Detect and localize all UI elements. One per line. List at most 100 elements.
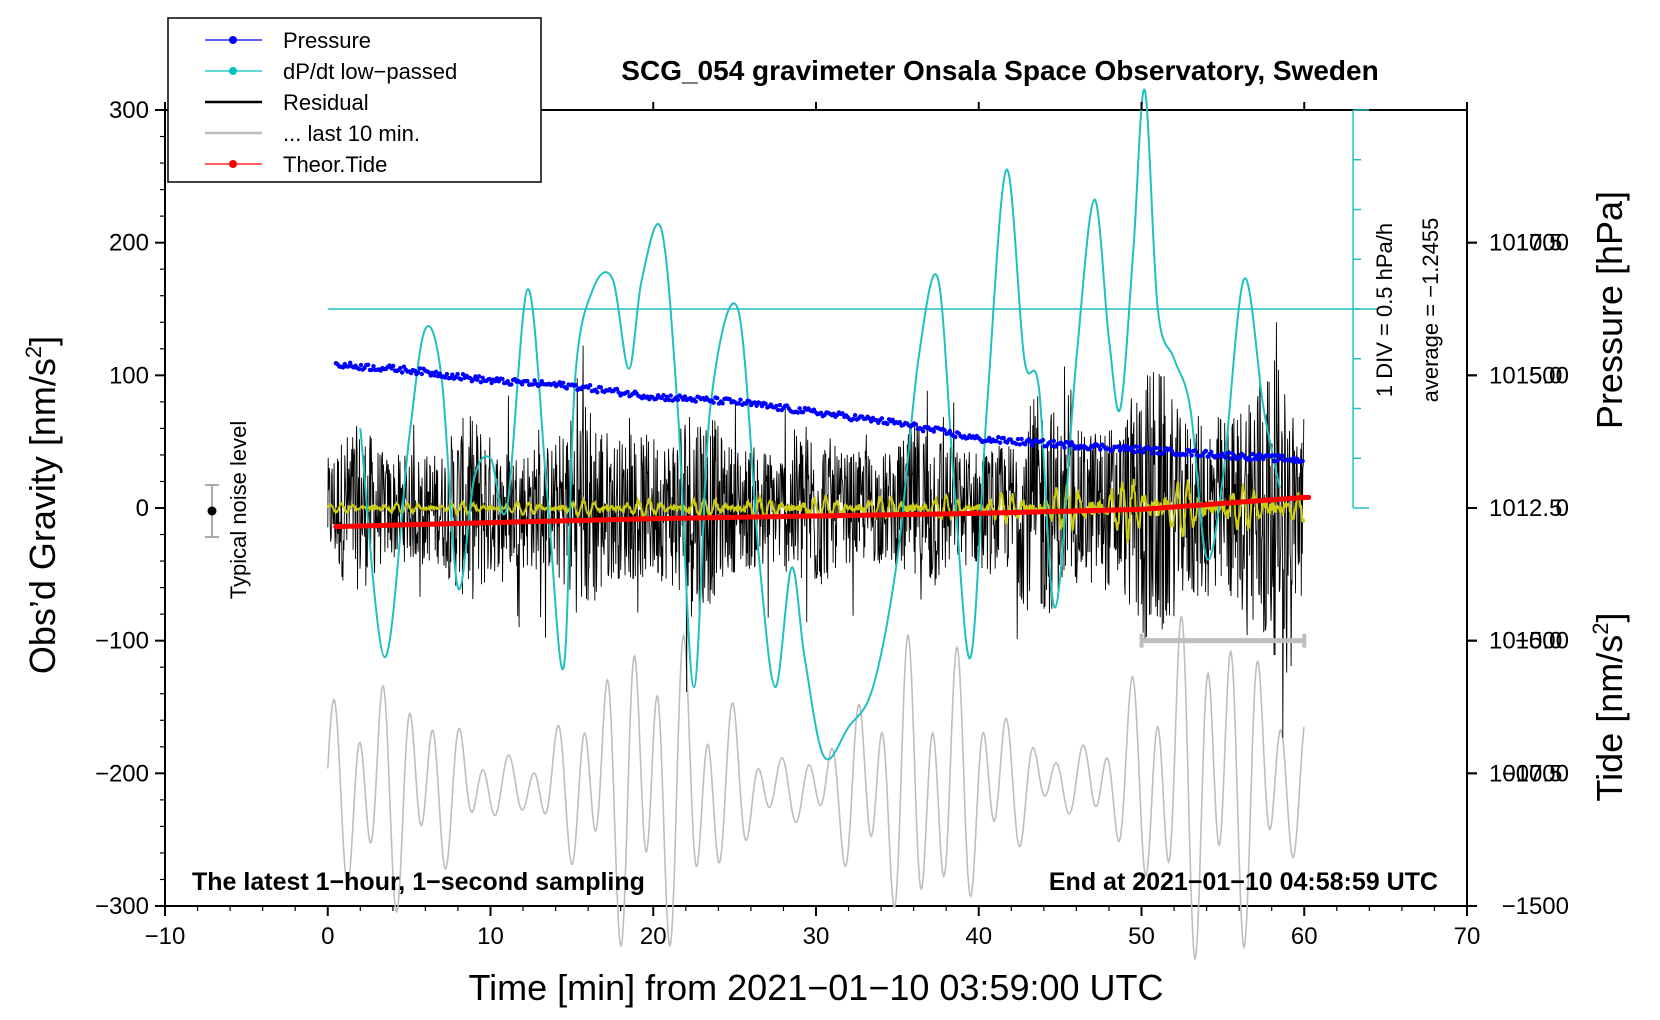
pressure-point	[1248, 457, 1253, 463]
pressure-point	[754, 403, 759, 408]
legend-label: ... last 10 min.	[283, 121, 420, 146]
pressure-point	[1048, 439, 1053, 445]
pressure-point	[525, 378, 530, 384]
pressure-point	[942, 428, 947, 433]
pressure-point	[1040, 437, 1046, 443]
y-axis-title-gravity: Obs’d Gravity [nm/s2]	[21, 336, 63, 674]
pressure-point	[369, 367, 374, 373]
pressure-point	[800, 410, 806, 415]
series-residual	[327, 322, 1305, 739]
pressure-point	[1069, 440, 1074, 445]
pressure-point	[1150, 451, 1155, 456]
pressure-tick-label: 1012.5	[1489, 495, 1562, 522]
pressure-point	[1289, 458, 1295, 464]
pressure-point	[720, 401, 725, 406]
pressure-tick-label: 1007.5	[1489, 760, 1562, 787]
y-tick-label: −200	[95, 760, 149, 787]
pressure-point	[1270, 453, 1275, 458]
pressure-point	[1271, 459, 1277, 464]
legend-marker	[229, 36, 237, 44]
noise-level-indicator: Typical noise level	[205, 421, 251, 600]
pressure-point	[1141, 450, 1146, 455]
pressure-point	[1148, 447, 1153, 452]
pressure-point	[920, 429, 926, 434]
pressure-point	[840, 411, 845, 416]
pressure-point	[509, 382, 514, 387]
x-tick-label: 0	[321, 923, 334, 950]
pressure-point	[478, 380, 484, 385]
pressure-point	[795, 410, 800, 415]
pressure-point	[1014, 441, 1019, 446]
pressure-point	[711, 400, 716, 405]
pressure-point	[1189, 453, 1194, 458]
pressure-point	[595, 390, 600, 395]
pressure-point	[1223, 455, 1228, 460]
pressure-point	[489, 380, 494, 386]
pressure-point	[890, 417, 895, 422]
pressure-point	[573, 383, 578, 388]
dpdt-average-label: average = −1.2455	[1418, 218, 1443, 403]
pressure-point	[682, 394, 688, 399]
pressure-point	[1001, 435, 1006, 441]
y-axis-title-tide-main: Tide [nm/s	[1589, 635, 1630, 802]
pressure-point	[869, 419, 874, 424]
legend-box	[167, 17, 542, 183]
pressure-point	[598, 385, 603, 390]
pressure-point	[818, 410, 824, 415]
pressure-point	[1017, 442, 1022, 447]
pressure-point	[752, 400, 757, 405]
pressure-point	[371, 364, 376, 369]
pressure-point	[1253, 453, 1259, 458]
pressure-point	[738, 397, 743, 402]
pressure-point	[450, 372, 455, 377]
legend-marker	[229, 160, 237, 168]
pressure-point	[668, 393, 673, 398]
pressure-point	[340, 365, 346, 370]
pressure-point	[1062, 445, 1067, 450]
pressure-point	[1030, 443, 1035, 448]
pressure-point	[1015, 436, 1021, 442]
last10-line	[327, 615, 1305, 961]
pressure-point	[412, 368, 417, 373]
pressure-point	[557, 380, 562, 385]
noise-label: Typical noise level	[226, 421, 251, 600]
y-axis-title-gravity-end: ]	[22, 336, 63, 346]
pressure-point	[994, 439, 999, 444]
tide-tick-label: 0	[1556, 495, 1569, 522]
pressure-point	[897, 420, 902, 425]
x-tick-label: 10	[477, 923, 504, 950]
y-tick-label: −300	[95, 893, 149, 920]
pressure-point	[1049, 443, 1055, 449]
series-tide	[333, 494, 1312, 530]
x-tick-label: 30	[803, 923, 830, 950]
pressure-point	[487, 376, 492, 382]
pressure-point	[1135, 449, 1141, 454]
pressure-point	[1098, 447, 1103, 452]
residual-line	[327, 322, 1305, 739]
legend-marker	[229, 67, 237, 75]
y-tick-label: 100	[109, 362, 149, 389]
pressure-point	[614, 386, 620, 392]
pressure-point	[561, 380, 566, 385]
x-axis-title: Time [min] from 2021−01−10 03:59:00 UTC	[468, 967, 1163, 1008]
residual-lowpass-line	[326, 478, 1306, 545]
pressure-point	[1019, 436, 1024, 442]
pressure-point	[947, 428, 953, 434]
pressure-point	[625, 389, 630, 395]
dpdt-div-label: 1 DIV = 0.5 hPa/h	[1372, 223, 1397, 397]
x-tick-label: −10	[145, 923, 186, 950]
y-axis-tide: −1500 −1000 −500 0 500 1000	[1467, 230, 1569, 920]
x-tick-label: 60	[1291, 923, 1318, 950]
pressure-point	[852, 413, 858, 418]
y-axis-pressure: 1007.5 1010.0 1012.5 1015.0 1017.5	[1467, 230, 1562, 787]
pressure-tick-label: 1017.5	[1489, 230, 1562, 257]
pressure-point	[1237, 455, 1243, 460]
series-pressure	[333, 360, 1305, 464]
pressure-point	[475, 377, 480, 382]
pressure-point	[530, 382, 535, 387]
tide-tick-label: 500	[1529, 362, 1569, 389]
pressure-point	[1125, 443, 1130, 449]
pressure-point	[913, 422, 919, 427]
pressure-point	[654, 396, 659, 401]
pressure-point	[417, 366, 423, 371]
